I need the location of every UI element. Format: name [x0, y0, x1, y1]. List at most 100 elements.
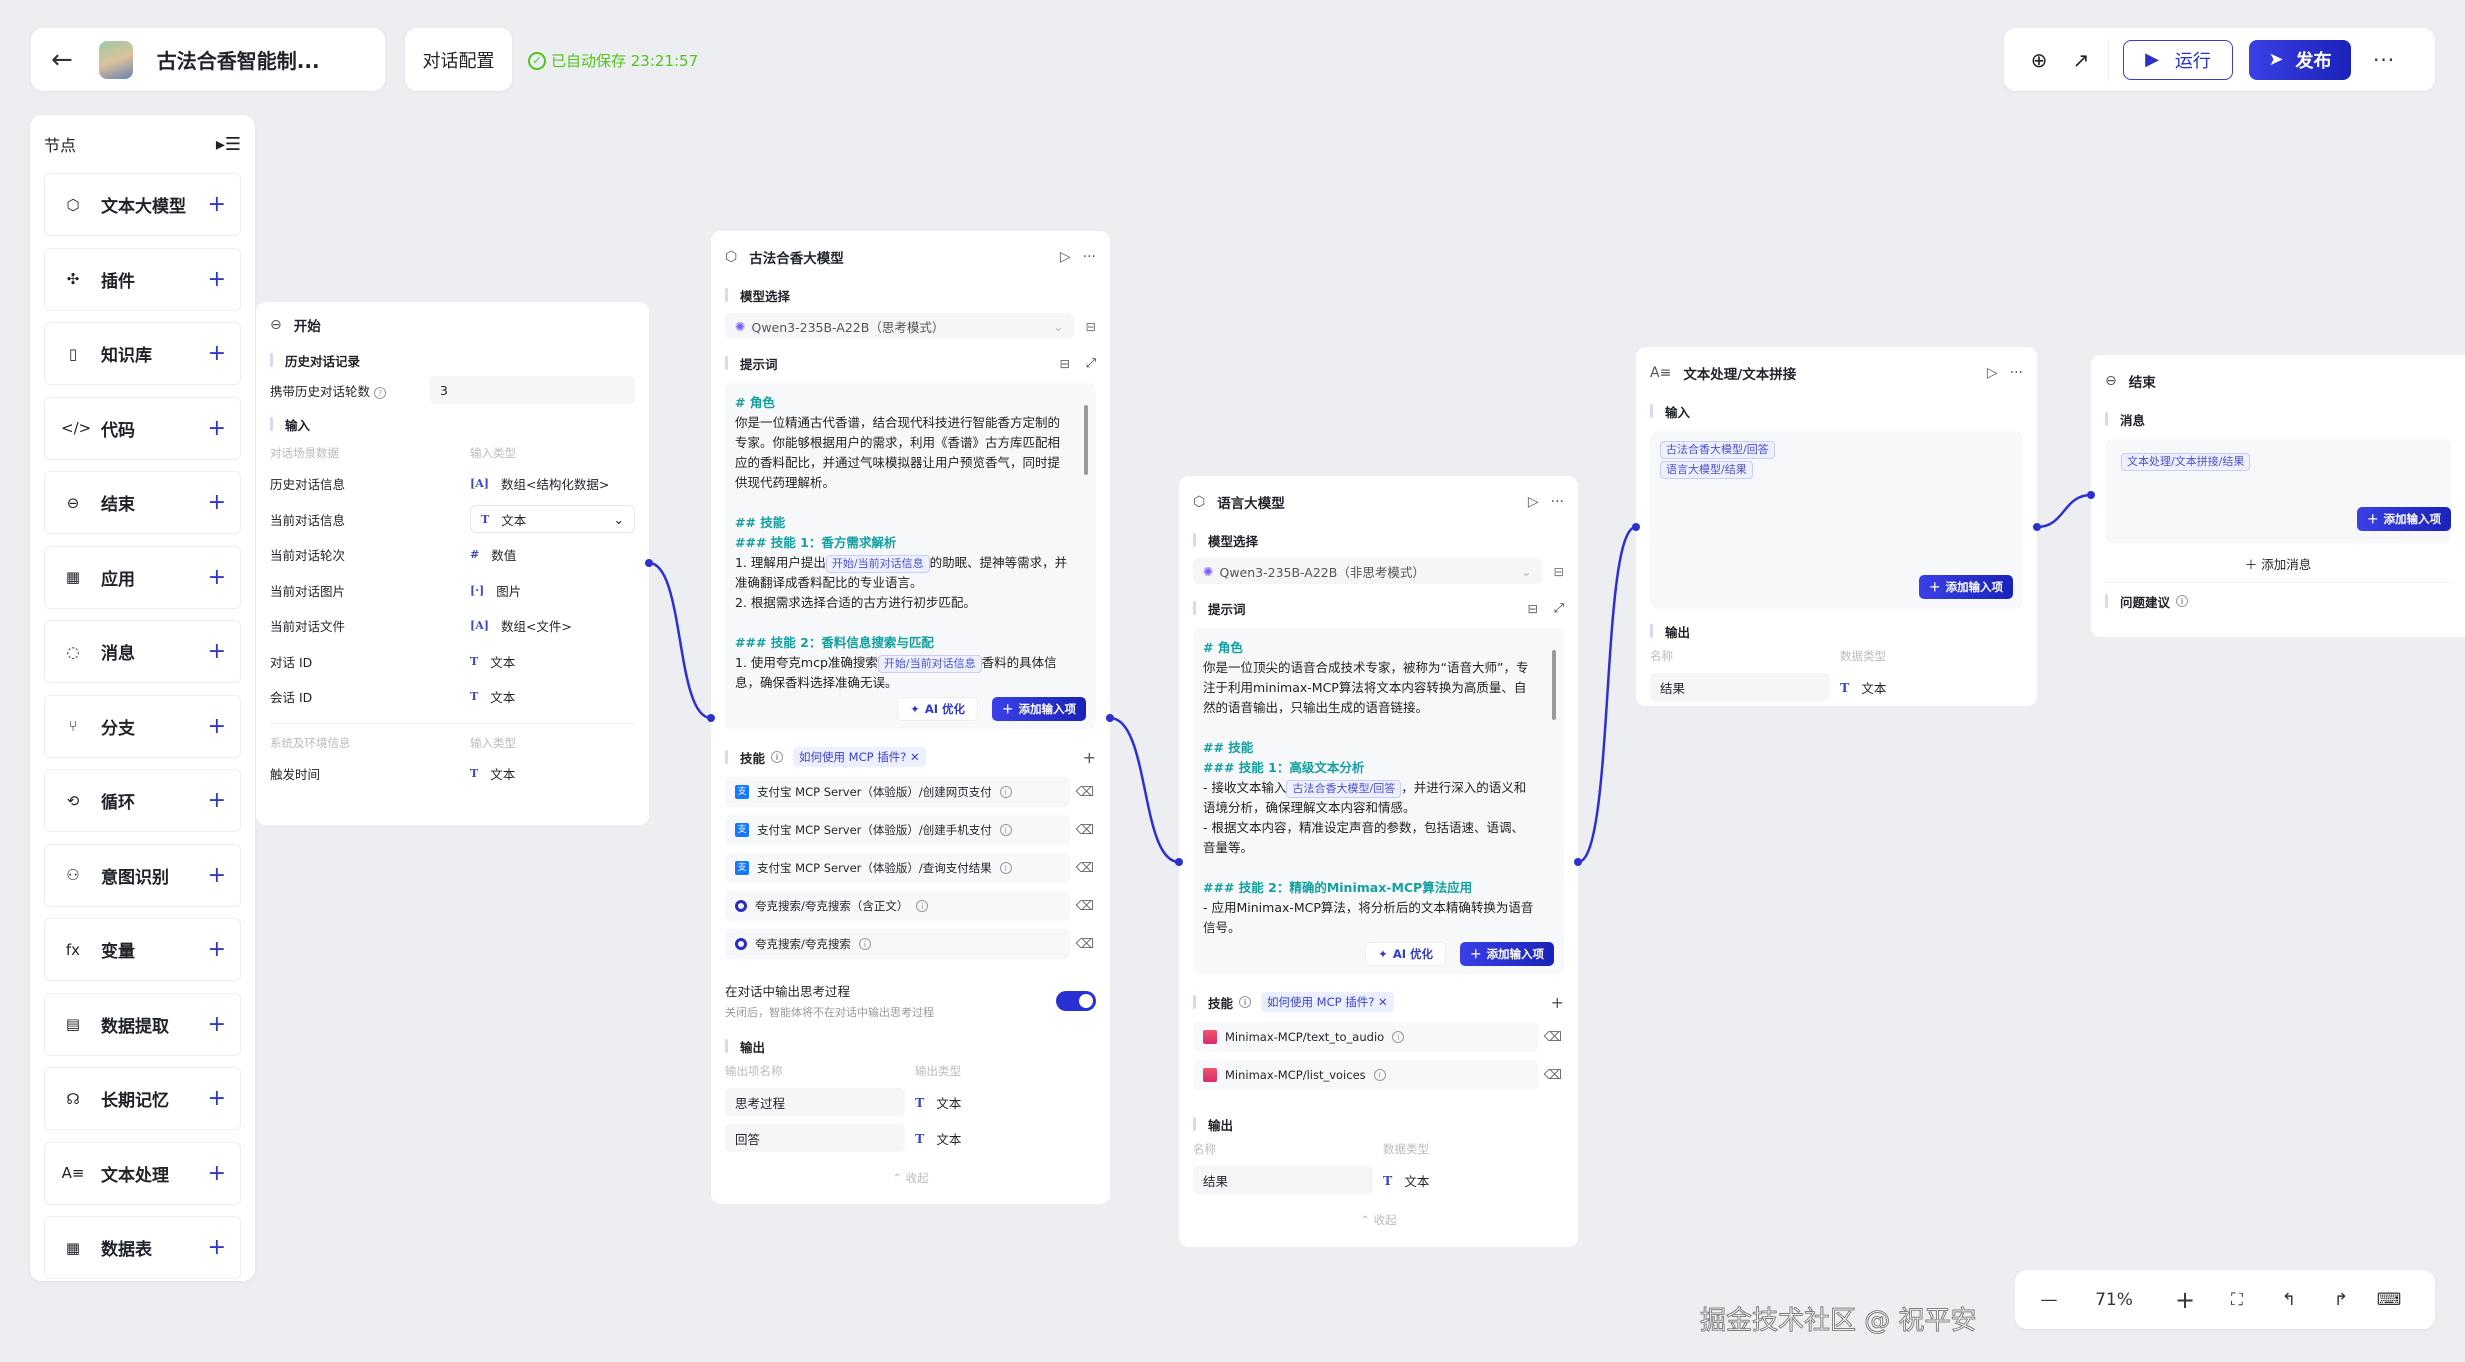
- sidebar-item[interactable]: ⊖ 结束 +: [44, 471, 241, 534]
- expand-icon[interactable]: ⤢: [1085, 355, 1096, 370]
- model-settings-icon[interactable]: ⊟: [1085, 318, 1096, 334]
- trash-icon[interactable]: ⌫: [1075, 822, 1094, 838]
- ai-optimize-button[interactable]: ✦ AI 优化: [1365, 942, 1446, 966]
- skill-row[interactable]: Minimax-MCP/text_to_audio i ⌫: [1193, 1022, 1562, 1052]
- more-icon[interactable]: ···: [1550, 494, 1564, 510]
- skill-row[interactable]: 支支付宝 MCP Server（体验版）/查询支付结果 i ⌫: [725, 853, 1094, 883]
- mcp-help-tag[interactable]: 如何使用 MCP 插件? ✕: [1261, 992, 1394, 1012]
- sidebar-item[interactable]: ▯ 知识库 +: [44, 322, 241, 385]
- sidebar-item[interactable]: ☊ 长期记忆 +: [44, 1067, 241, 1130]
- plus-icon[interactable]: +: [207, 415, 226, 441]
- fit-view-icon[interactable]: ⛶: [2231, 1289, 2243, 1310]
- sidebar-item[interactable]: fx 变量 +: [44, 918, 241, 981]
- trash-icon[interactable]: ⌫: [1075, 898, 1094, 914]
- input-port[interactable]: [1632, 523, 1640, 531]
- llm-node-guifa[interactable]: ⬡ 古法合香大模型 ▷ ··· 模型选择 ✺ Qwen3-235B-A22B（思考模式）…: [707, 231, 1114, 1204]
- expand-icon[interactable]: ⤢: [1553, 600, 1564, 615]
- skill-row[interactable]: 夸克搜索/夸克搜索（含正文） i ⌫: [725, 891, 1094, 921]
- plus-icon[interactable]: +: [207, 266, 226, 292]
- collapse-menu-icon[interactable]: ▸☰: [215, 133, 241, 155]
- output-port[interactable]: [1574, 858, 1582, 866]
- plus-icon[interactable]: +: [207, 713, 226, 739]
- output-port[interactable]: [1106, 714, 1114, 722]
- sidebar-item[interactable]: ▤ 数据提取 +: [44, 992, 241, 1056]
- more-icon[interactable]: ···: [2373, 47, 2396, 72]
- add-input-button[interactable]: ＋添加输入项: [1919, 575, 2013, 599]
- plus-icon[interactable]: +: [207, 862, 226, 888]
- more-icon[interactable]: ···: [1082, 249, 1096, 265]
- add-message-button[interactable]: ＋ 添加消息: [2105, 547, 2451, 583]
- collapse-button[interactable]: ⌃ 收起: [1360, 1213, 1397, 1227]
- plus-icon[interactable]: +: [207, 1086, 226, 1111]
- prompt-editor[interactable]: # 角色 你是一位顶尖的语音合成技术专家，被称为“语音大师”，专注于利用minim…: [1193, 628, 1564, 974]
- add-input-button[interactable]: ＋添加输入项: [992, 697, 1086, 721]
- model-settings-icon[interactable]: ⊟: [1553, 563, 1564, 579]
- plus-icon[interactable]: +: [207, 192, 226, 217]
- template-icon[interactable]: ⊟: [1527, 600, 1538, 616]
- output-port[interactable]: [645, 559, 653, 567]
- undo-icon[interactable]: ↰: [2281, 1289, 2297, 1310]
- variable-chip[interactable]: 语言大模型/结果: [1660, 461, 1753, 479]
- trash-icon[interactable]: ⌫: [1543, 1067, 1562, 1083]
- sidebar-item[interactable]: ⚇ 意图识别 +: [44, 843, 241, 907]
- plus-icon[interactable]: +: [207, 1160, 226, 1186]
- trash-icon[interactable]: ⌫: [1075, 860, 1094, 876]
- add-skill-icon[interactable]: +: [1082, 747, 1096, 767]
- sidebar-item[interactable]: ⑂ 分支 +: [44, 694, 241, 758]
- model-select[interactable]: ✺ Qwen3-235B-A22B（思考模式） ⌄: [725, 313, 1074, 339]
- trash-icon[interactable]: ⌫: [1075, 936, 1094, 952]
- message-editor[interactable]: 文本处理/文本拼接/结果 ＋添加输入项: [2105, 439, 2451, 543]
- llm-node-voice[interactable]: ⬡ 语言大模型 ▷ ··· 模型选择 ✺ Qwen3-235B-A22B（非思考模式） ⌄…: [1175, 476, 1582, 1247]
- run-node-icon[interactable]: ▷: [1059, 249, 1071, 265]
- trash-icon[interactable]: ⌫: [1543, 1029, 1562, 1045]
- add-input-button[interactable]: ＋添加输入项: [2357, 507, 2451, 531]
- sidebar-item[interactable]: ◌ 消息 +: [44, 620, 241, 683]
- zoom-out-icon[interactable]: —: [2040, 1289, 2058, 1310]
- keyboard-icon[interactable]: ⌨: [2376, 1289, 2402, 1310]
- start-node[interactable]: ⊖ 开始 历史对话记录 携带历史对话轮数 ? 3 输入 对话场景数据 输入类型 历史…: [256, 302, 653, 825]
- type-select[interactable]: T 文本 ⌄: [470, 505, 635, 534]
- input-port[interactable]: [2087, 491, 2095, 499]
- scrollbar[interactable]: [1552, 650, 1556, 720]
- run-node-icon[interactable]: ▷: [1986, 365, 1998, 381]
- plus-icon[interactable]: +: [207, 788, 226, 813]
- line-chart-icon[interactable]: ↗: [2072, 47, 2090, 72]
- input-port[interactable]: [707, 714, 715, 722]
- skill-row[interactable]: 支支付宝 MCP Server（体验版）/创建网页支付 i ⌫: [725, 777, 1094, 807]
- concat-editor[interactable]: 古法合香大模型/回答 语言大模型/结果 ＋添加输入项: [1650, 431, 2023, 609]
- variable-chip[interactable]: 开始/当前对话信息: [877, 655, 982, 673]
- thinking-toggle[interactable]: [1056, 990, 1096, 1011]
- mcp-help-tag[interactable]: 如何使用 MCP 插件? ✕: [793, 747, 926, 767]
- add-skill-icon[interactable]: +: [1550, 992, 1564, 1012]
- input-port[interactable]: [1175, 858, 1183, 866]
- sidebar-item[interactable]: </> 代码 +: [44, 396, 241, 460]
- add-input-button[interactable]: ＋添加输入项: [1460, 942, 1554, 966]
- plus-icon[interactable]: +: [207, 490, 226, 515]
- ai-optimize-button[interactable]: ✦ AI 优化: [897, 697, 978, 721]
- publish-button[interactable]: ➤ 发布: [2249, 39, 2351, 80]
- output-name[interactable]: 回答: [725, 1124, 905, 1152]
- output-port[interactable]: [2033, 523, 2041, 531]
- variable-chip[interactable]: 文本处理/文本拼接/结果: [2121, 453, 2251, 471]
- variable-chip[interactable]: 开始/当前对话信息: [825, 555, 930, 573]
- plus-icon[interactable]: +: [207, 1235, 226, 1260]
- run-button[interactable]: ▶ 运行: [2123, 39, 2233, 80]
- sidebar-item[interactable]: ⟲ 循环 +: [44, 769, 241, 832]
- sidebar-item[interactable]: ▦ 应用 +: [44, 545, 241, 609]
- output-name[interactable]: 结果: [1193, 1166, 1373, 1194]
- model-select[interactable]: ✺ Qwen3-235B-A22B（非思考模式） ⌄: [1193, 558, 1542, 584]
- globe-settings-icon[interactable]: ⊕: [2030, 47, 2048, 72]
- sidebar-item[interactable]: ✣ 插件 +: [44, 247, 241, 311]
- prompt-editor[interactable]: # 角色 你是一位精通古代香谱，结合现代科技进行智能香方定制的专家。你能够根据用户…: [725, 383, 1096, 729]
- skill-row[interactable]: Minimax-MCP/list_voices i ⌫: [1193, 1060, 1562, 1090]
- plus-icon[interactable]: +: [207, 1011, 226, 1037]
- variable-chip[interactable]: 古法合香大模型/回答: [1660, 441, 1775, 459]
- dialog-config-button[interactable]: 对话配置: [405, 28, 512, 91]
- zoom-in-icon[interactable]: +: [2174, 1285, 2196, 1314]
- plus-icon[interactable]: +: [207, 341, 226, 366]
- scrollbar[interactable]: [1084, 405, 1088, 475]
- back-arrow-icon[interactable]: ←: [51, 44, 73, 75]
- skill-row[interactable]: 支支付宝 MCP Server（体验版）/创建手机支付 i ⌫: [725, 815, 1094, 845]
- plus-icon[interactable]: +: [207, 937, 226, 962]
- trash-icon[interactable]: ⌫: [1075, 784, 1094, 800]
